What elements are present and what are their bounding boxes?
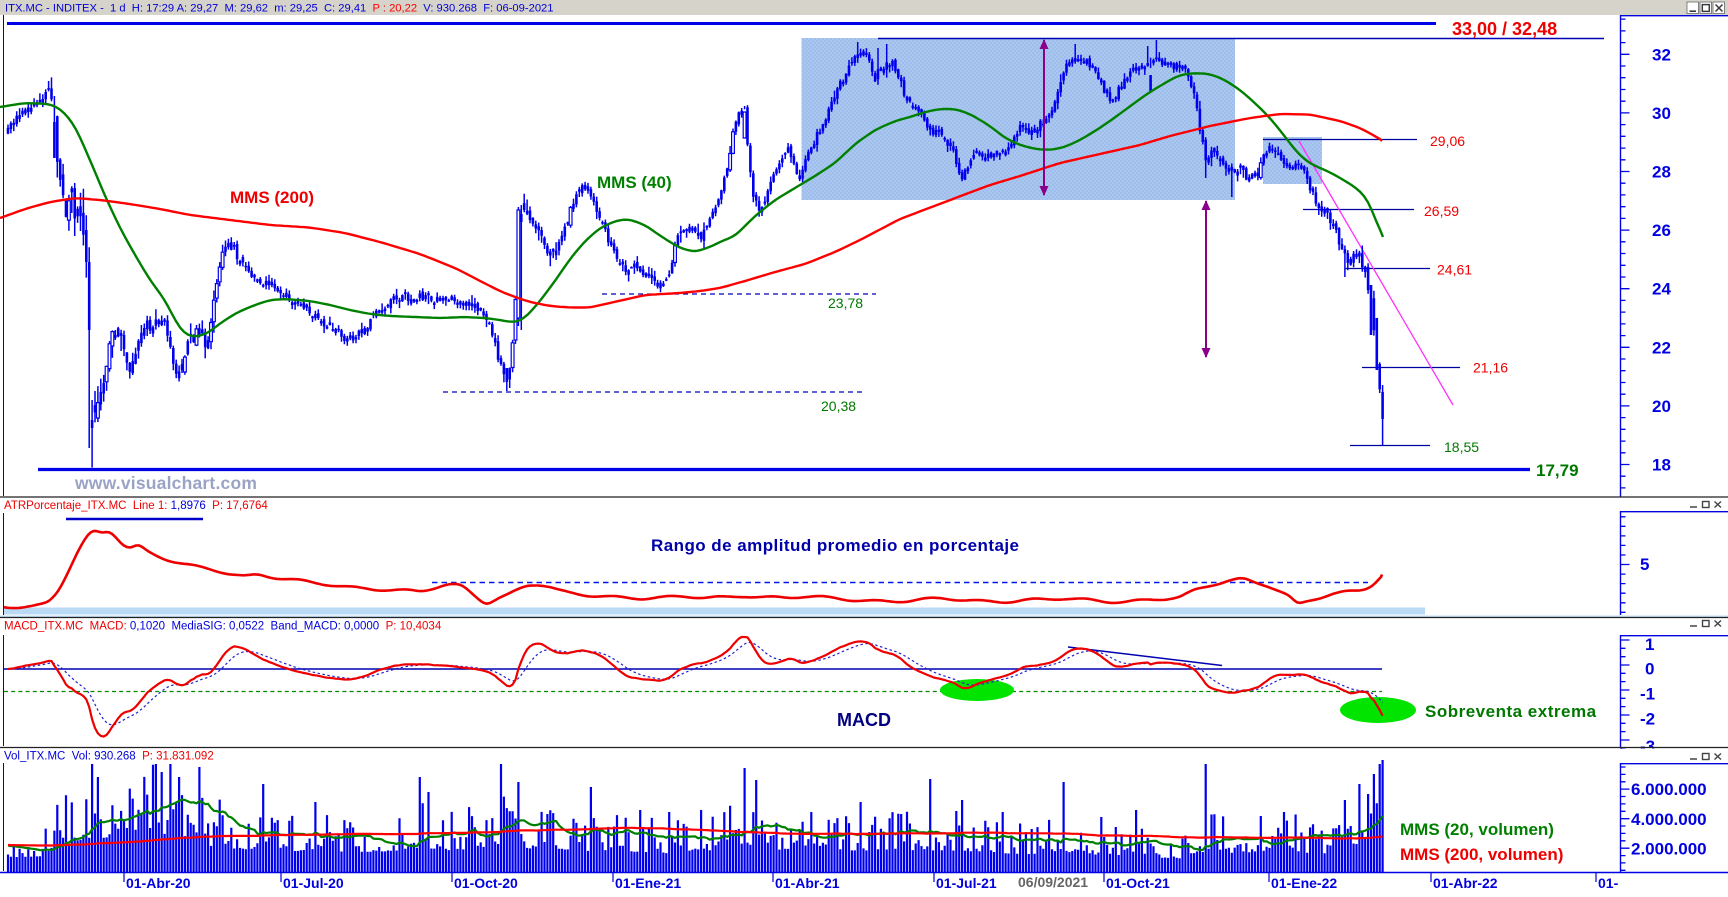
svg-text:17,79: 17,79 bbox=[1536, 461, 1579, 480]
svg-text:MACD_ITX.MC MACD: 0,1020 Med: MACD_ITX.MC MACD: 0,1020 MediaSIG: 0,052… bbox=[4, 621, 442, 633]
svg-text:-2: -2 bbox=[1640, 710, 1655, 729]
svg-text:MACD: MACD bbox=[837, 710, 891, 730]
svg-text:01-Abr-20: 01-Abr-20 bbox=[126, 875, 191, 891]
svg-text:0: 0 bbox=[1645, 660, 1654, 679]
svg-text:22: 22 bbox=[1652, 338, 1671, 357]
svg-text:01-Oct-21: 01-Oct-21 bbox=[1106, 875, 1170, 891]
svg-text:32: 32 bbox=[1652, 45, 1671, 64]
svg-text:01-Ene-21: 01-Ene-21 bbox=[615, 875, 681, 891]
svg-text:28: 28 bbox=[1652, 163, 1671, 182]
svg-text:18: 18 bbox=[1652, 456, 1671, 475]
svg-text:01-Abr-21: 01-Abr-21 bbox=[775, 875, 840, 891]
svg-text:33,00 / 32,48: 33,00 / 32,48 bbox=[1452, 19, 1557, 39]
svg-text:5: 5 bbox=[1640, 555, 1649, 574]
svg-text:01-Ene-22: 01-Ene-22 bbox=[1271, 875, 1337, 891]
svg-text:20,38: 20,38 bbox=[821, 398, 856, 414]
svg-text:01-Abr-22: 01-Abr-22 bbox=[1433, 875, 1498, 891]
svg-text:20: 20 bbox=[1652, 397, 1671, 416]
svg-text:Sobreventa extrema: Sobreventa extrema bbox=[1425, 702, 1597, 721]
svg-text:24,61: 24,61 bbox=[1437, 262, 1472, 278]
svg-text:MMS (40): MMS (40) bbox=[597, 173, 672, 192]
svg-text:21,16: 21,16 bbox=[1473, 360, 1508, 376]
svg-text:1: 1 bbox=[1645, 635, 1654, 654]
svg-text:26,59: 26,59 bbox=[1424, 203, 1459, 219]
svg-text:MMS (200, volumen): MMS (200, volumen) bbox=[1400, 845, 1563, 864]
svg-text:4.000.000: 4.000.000 bbox=[1631, 810, 1707, 829]
svg-text:6.000.000: 6.000.000 bbox=[1631, 780, 1707, 799]
svg-text:ITX.MC - INDITEX - 1 d H: 17: ITX.MC - INDITEX - 1 d H: 17:29 A: 29,27… bbox=[5, 3, 554, 15]
svg-text:Vol_ITX.MC Vol: 930.268 P: 3: Vol_ITX.MC Vol: 930.268 P: 31.831.092 bbox=[4, 751, 214, 763]
svg-text:06/09/2021: 06/09/2021 bbox=[1018, 874, 1088, 890]
svg-text:01-Oct-20: 01-Oct-20 bbox=[454, 875, 518, 891]
svg-text:18,55: 18,55 bbox=[1444, 439, 1479, 455]
svg-text:01-Jul-21: 01-Jul-21 bbox=[936, 875, 997, 891]
svg-text:01-Jul-20: 01-Jul-20 bbox=[283, 875, 344, 891]
svg-text:www.visualchart.com: www.visualchart.com bbox=[74, 473, 257, 493]
svg-text:29,06: 29,06 bbox=[1430, 133, 1465, 149]
svg-text:26: 26 bbox=[1652, 221, 1671, 240]
svg-text:01-: 01- bbox=[1598, 875, 1619, 891]
svg-text:23,78: 23,78 bbox=[828, 295, 863, 311]
svg-text:30: 30 bbox=[1652, 104, 1671, 123]
svg-text:24: 24 bbox=[1652, 280, 1671, 299]
svg-text:MMS (200): MMS (200) bbox=[230, 188, 314, 207]
svg-text:ATRPorcentaje_ITX.MC Line 1:: ATRPorcentaje_ITX.MC Line 1: 1,8976 P: 1… bbox=[4, 500, 268, 512]
svg-text:-1: -1 bbox=[1640, 685, 1655, 704]
svg-text:2.000.000: 2.000.000 bbox=[1631, 840, 1707, 859]
svg-text:MMS (20, volumen): MMS (20, volumen) bbox=[1400, 820, 1554, 839]
svg-text:Rango de amplitud promedio en: Rango de amplitud promedio en porcentaje bbox=[651, 536, 1019, 555]
